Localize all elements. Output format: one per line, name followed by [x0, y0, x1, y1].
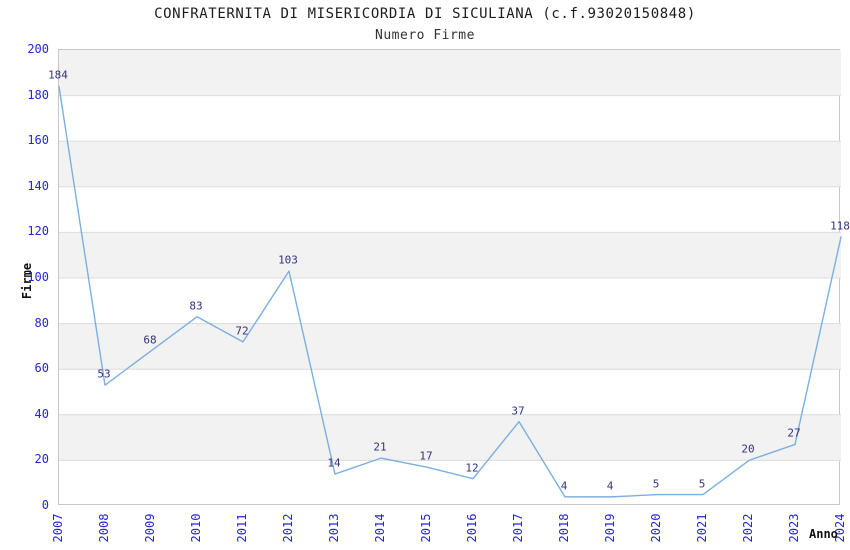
y-tick-label: 140 — [27, 178, 49, 193]
data-point-label: 5 — [698, 477, 706, 491]
y-tick-label: 80 — [34, 315, 49, 330]
y-tick-label: 20 — [34, 452, 49, 467]
y-tick-label: 40 — [34, 406, 49, 421]
data-point-label: 53 — [97, 367, 111, 381]
y-tick-label: 60 — [34, 361, 49, 376]
plot-area — [58, 49, 842, 505]
y-tick-label: 160 — [27, 133, 49, 148]
data-point-label: 72 — [235, 324, 249, 338]
data-point-label: 83 — [189, 299, 203, 313]
data-point-label: 12 — [465, 461, 479, 475]
x-tick-label: 2007 — [51, 513, 65, 543]
x-tick-label: 2020 — [649, 513, 663, 543]
data-point-label: 184 — [48, 68, 68, 82]
data-point-label: 5 — [652, 477, 660, 491]
data-point-label: 4 — [606, 479, 614, 493]
chart-subtitle: Numero Firme — [375, 28, 475, 43]
data-point-label: 4 — [560, 479, 568, 493]
line-chart-svg — [58, 50, 842, 498]
y-tick-label: 0 — [41, 498, 49, 512]
x-tick-label: 2017 — [511, 513, 525, 543]
x-tick-label: 2016 — [465, 513, 479, 543]
data-point-label: 21 — [373, 440, 387, 454]
x-tick-label: 2014 — [373, 513, 387, 543]
data-point-label: 118 — [830, 219, 850, 233]
x-tick-label: 2019 — [603, 513, 617, 543]
x-tick-label: 2023 — [787, 513, 801, 543]
data-point-label: 20 — [741, 442, 755, 456]
chart-title: CONFRATERNITA DI MISERICORDIA DI SICULIA… — [154, 6, 696, 22]
x-axis-title: Anno — [809, 527, 838, 541]
y-tick-label: 120 — [27, 224, 49, 239]
y-axis-title: Firme — [20, 262, 34, 300]
data-point-label: 14 — [327, 456, 341, 470]
x-tick-label: 2021 — [695, 513, 709, 543]
x-tick-label: 2022 — [741, 513, 755, 543]
band-stripe — [59, 323, 841, 370]
band-stripe — [59, 232, 841, 278]
x-tick-label: 2009 — [143, 513, 157, 543]
band-stripe — [59, 414, 841, 461]
data-point-label: 37 — [511, 404, 525, 418]
data-point-label: 103 — [278, 253, 298, 267]
y-tick-label: 100 — [27, 270, 49, 284]
data-point-label: 17 — [419, 449, 433, 463]
x-tick-label: 2018 — [557, 513, 571, 543]
x-tick-label: 2012 — [281, 513, 295, 543]
data-point-label: 68 — [143, 333, 157, 347]
x-tick-label: 2013 — [327, 513, 341, 543]
x-tick-label: 2010 — [189, 513, 203, 543]
y-tick-label: 180 — [27, 87, 49, 102]
x-tick-label: 2011 — [235, 513, 249, 543]
data-point-label: 27 — [787, 426, 801, 440]
band-stripe — [59, 141, 841, 187]
band-stripe — [59, 50, 841, 96]
x-tick-label: 2015 — [419, 513, 433, 543]
x-tick-label: 2008 — [97, 513, 111, 543]
y-tick-label: 200 — [27, 42, 49, 56]
data-line — [58, 85, 842, 498]
